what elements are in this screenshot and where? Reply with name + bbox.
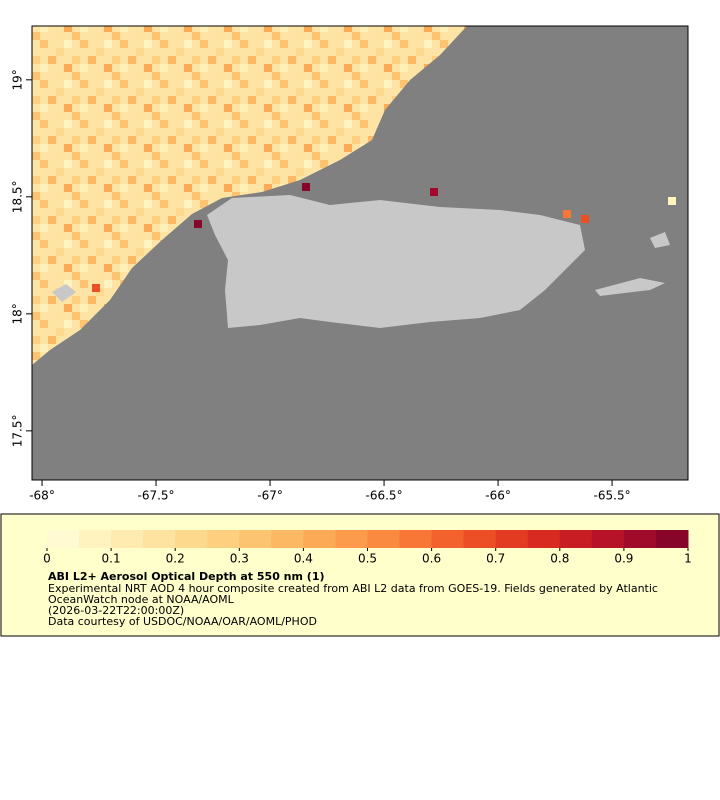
- x-tick-label: -66°: [485, 489, 511, 503]
- colorbar-segment: [47, 530, 80, 548]
- colorbar-tick-label: 0.3: [230, 552, 249, 566]
- map-area: [32, 26, 688, 480]
- colorbar-segment: [79, 530, 112, 548]
- colorbar-segment: [239, 530, 272, 548]
- colorbar-segment: [367, 530, 401, 548]
- colorbar-segment: [623, 530, 657, 548]
- culebra: [650, 232, 670, 248]
- colorbar-segment: [111, 530, 144, 548]
- colorbar-tick-label: 0.8: [550, 552, 569, 566]
- colorbar-tick-label: 0: [43, 552, 51, 566]
- puerto-rico: [207, 195, 585, 328]
- legend-title: ABI L2+ Aerosol Optical Depth at 550 nm …: [48, 570, 325, 583]
- x-tick-label: -65.5°: [594, 489, 631, 503]
- colorbar-tick-label: 1: [684, 552, 692, 566]
- colorbar-tick-label: 0.5: [358, 552, 377, 566]
- colorbar-tick-label: 0.2: [166, 552, 185, 566]
- colorbar-tick-label: 0.7: [486, 552, 505, 566]
- colorbar-tick-label: 0.6: [422, 552, 441, 566]
- colorbar-tick-label: 0.4: [294, 552, 313, 566]
- colorbar-tick-label: 0.9: [614, 552, 633, 566]
- colorbar-segment: [431, 530, 465, 548]
- aod-pixel: [581, 215, 589, 223]
- x-tick-label: -68°: [29, 489, 55, 503]
- colorbar-segment: [655, 530, 689, 548]
- legend-description: Experimental NRT AOD 4 hour composite cr…: [48, 582, 658, 595]
- mona: [52, 284, 76, 302]
- colorbar-segment: [335, 530, 368, 548]
- aod-pixel: [430, 188, 438, 196]
- colorbar-segment: [207, 530, 240, 548]
- colorbar-segment: [143, 530, 176, 548]
- y-tick-label: 18°: [11, 303, 25, 324]
- vieques: [595, 278, 665, 296]
- plot-frame: [31, 25, 689, 481]
- colorbar-segment: [399, 530, 433, 548]
- x-tick-label: -67.5°: [138, 489, 175, 503]
- legend-description: (2026-03-22T22:00:00Z): [48, 604, 184, 617]
- colorbar-segment: [559, 530, 593, 548]
- aod-pixel: [92, 284, 100, 292]
- aod-pixel: [563, 210, 571, 218]
- x-tick-label: -67°: [257, 489, 283, 503]
- legend-description: OceanWatch node at NOAA/AOML: [48, 593, 235, 606]
- colorbar-segment: [271, 530, 304, 548]
- aod-pixel: [302, 183, 310, 191]
- colorbar-segment: [303, 530, 336, 548]
- aod-field: [32, 26, 467, 365]
- colorbar-segment: [591, 530, 625, 548]
- colorbar-segment: [463, 530, 497, 548]
- y-tick-label: 19°: [11, 69, 25, 90]
- colorbar-segment: [495, 530, 529, 548]
- colorbar-tick-label: 0.1: [102, 552, 121, 566]
- aod-pixel: [668, 197, 676, 205]
- legend-description: Data courtesy of USDOC/NOAA/OAR/AOML/PHO…: [48, 615, 317, 628]
- y-tick-label: 17.5°: [11, 414, 25, 447]
- colorbar-segment: [527, 530, 561, 548]
- y-tick-label: 18.5°: [11, 180, 25, 213]
- colorbar-segment: [175, 530, 208, 548]
- aod-pixel: [194, 220, 202, 228]
- x-tick-label: -66.5°: [366, 489, 403, 503]
